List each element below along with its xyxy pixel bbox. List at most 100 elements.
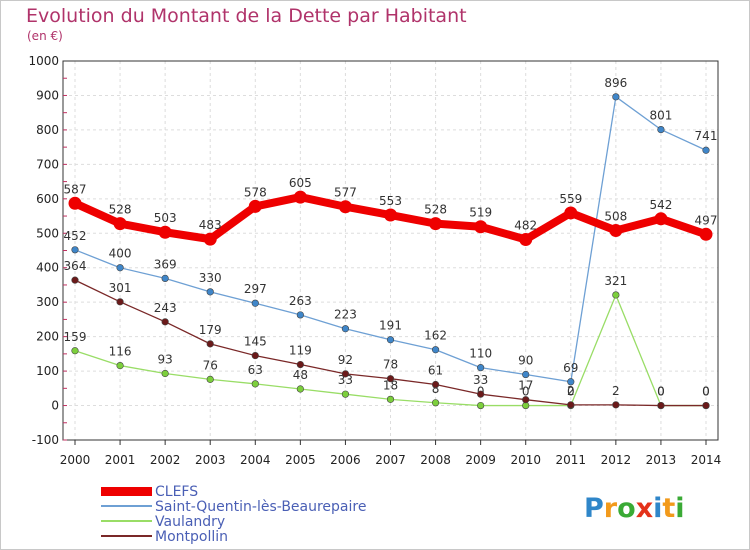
data-label: 63: [248, 363, 263, 377]
data-point: [68, 196, 82, 210]
data-point: [341, 390, 350, 398]
data-point: [567, 378, 575, 386]
data-point: [71, 347, 79, 355]
data-label: 497: [695, 213, 718, 227]
data-label: 369: [154, 257, 177, 271]
x-tick-label: 2003: [195, 453, 226, 467]
data-label: 116: [109, 345, 132, 359]
data-point: [161, 369, 169, 378]
data-point: [609, 224, 623, 238]
data-label: 76: [203, 358, 218, 372]
data-point: [203, 232, 217, 246]
data-point: [519, 232, 533, 246]
y-tick-label: 800: [36, 123, 59, 137]
x-tick-label: 2014: [691, 453, 722, 467]
data-label: 0: [702, 385, 710, 399]
y-tick-label: 600: [36, 192, 59, 206]
data-point: [113, 217, 127, 231]
data-label: 528: [424, 203, 447, 217]
data-label: 452: [64, 229, 87, 243]
y-tick-label: 100: [36, 364, 59, 378]
data-point: [293, 190, 307, 204]
x-tick-label: 2008: [420, 453, 451, 467]
x-tick-label: 2004: [240, 453, 271, 467]
data-label: 145: [244, 335, 267, 349]
x-tick-label: 2007: [375, 453, 406, 467]
data-point: [206, 288, 214, 296]
y-tick-label: 700: [36, 157, 59, 171]
legend-swatch: [101, 487, 152, 496]
chart-subtitle: (en €): [27, 29, 63, 43]
data-label: 33: [473, 373, 488, 387]
data-label: 301: [109, 281, 132, 295]
data-label: 92: [338, 353, 353, 367]
data-point: [71, 246, 79, 254]
data-point: [474, 220, 488, 234]
data-label: 243: [154, 301, 177, 315]
data-label: 0: [522, 385, 530, 399]
y-tick-label: -100: [32, 433, 59, 447]
data-label: 587: [64, 182, 87, 196]
data-label: 93: [158, 353, 173, 367]
data-label: 48: [293, 368, 308, 382]
data-label: 801: [649, 109, 672, 123]
y-tick-label: 200: [36, 330, 59, 344]
data-point: [657, 125, 665, 134]
y-tick-label: 900: [36, 88, 59, 102]
y-tick-label: 1000: [28, 54, 59, 68]
data-point: [296, 311, 304, 319]
y-tick-label: 300: [36, 295, 59, 309]
data-label: 528: [109, 203, 132, 217]
x-tick-label: 2009: [465, 453, 496, 467]
data-label: 162: [424, 329, 447, 343]
data-label: 17: [518, 379, 533, 393]
legend-entry-2: Vaulandry: [101, 514, 225, 530]
data-point: [522, 370, 530, 379]
data-point: [657, 401, 665, 410]
data-label: 400: [109, 247, 132, 261]
x-tick-label: 2005: [285, 453, 316, 467]
data-label: 297: [244, 282, 267, 296]
data-point: [384, 208, 397, 222]
data-point: [251, 380, 259, 388]
data-point: [654, 212, 668, 226]
data-label: 78: [383, 358, 398, 372]
data-label: 321: [604, 274, 627, 288]
data-label: 605: [289, 176, 312, 190]
data-point: [206, 340, 214, 348]
data-point: [341, 370, 350, 378]
data-label: 0: [657, 385, 665, 399]
data-label: 559: [559, 192, 582, 206]
data-point: [612, 401, 620, 409]
data-label: 508: [604, 210, 627, 224]
x-tick-label: 2006: [330, 453, 361, 467]
data-point: [477, 390, 485, 398]
data-point: [161, 318, 169, 326]
series-area: 1591169376634833188000321003643012431791…: [64, 76, 718, 410]
data-label: 119: [289, 344, 312, 358]
data-point: [338, 200, 352, 214]
data-label: 263: [289, 294, 312, 308]
legend-label: Montpollin: [155, 529, 228, 545]
data-point: [248, 199, 262, 213]
legend-entry-1: Saint-Quentin-lès-Beaurepaire: [101, 499, 366, 515]
legend-entry-0: CLEFS: [101, 484, 198, 500]
data-point: [429, 217, 443, 231]
data-point: [477, 401, 485, 410]
x-tick-label: 2012: [601, 453, 632, 467]
y-tick-label: 400: [36, 261, 59, 275]
proxiti-logo: Proxiti: [584, 493, 685, 524]
data-label: 330: [199, 271, 222, 285]
data-point: [522, 396, 530, 404]
data-point: [431, 380, 440, 389]
data-point: [567, 401, 575, 409]
data-label: 364: [64, 259, 87, 273]
data-label: 159: [64, 330, 87, 344]
y-tick-label: 0: [51, 399, 59, 413]
data-label: 482: [514, 218, 537, 232]
legend-label: CLEFS: [155, 484, 198, 500]
axes: -100010020030040050060070080090010002000…: [28, 54, 721, 467]
legend-entry-3: Montpollin: [101, 529, 228, 545]
data-point: [431, 399, 440, 407]
